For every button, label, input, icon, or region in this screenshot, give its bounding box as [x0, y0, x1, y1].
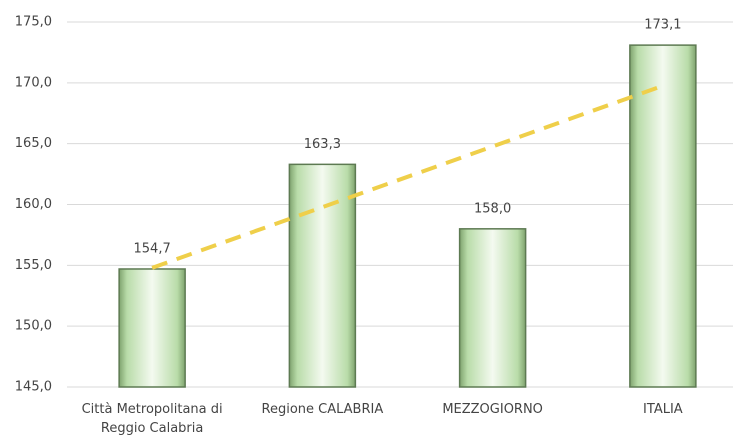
- y-tick-label: 160,0: [15, 197, 52, 212]
- y-tick-label: 145,0: [15, 380, 52, 395]
- trendline: [151, 83, 664, 270]
- y-tick-label: 155,0: [15, 258, 52, 273]
- data-label: 158,0: [474, 201, 511, 216]
- bar: [288, 163, 357, 388]
- data-label: 163,3: [304, 137, 341, 152]
- x-tick-label: MEZZOGIORNO: [442, 402, 543, 417]
- x-tick-label: ITALIA: [643, 402, 683, 417]
- bar: [118, 268, 186, 388]
- data-label: 154,7: [134, 241, 171, 256]
- y-tick-label: 150,0: [15, 319, 52, 334]
- y-tick-label: 170,0: [15, 75, 52, 90]
- data-label: 173,1: [644, 18, 681, 33]
- bar: [629, 44, 697, 388]
- y-tick-label: 165,0: [15, 136, 52, 151]
- y-tick-label: 175,0: [15, 15, 52, 30]
- bar: [458, 228, 527, 388]
- x-tick-label: Regione CALABRIA: [261, 402, 384, 417]
- x-tick-label: Città Metropolitana di Reggio Calabria: [81, 402, 223, 436]
